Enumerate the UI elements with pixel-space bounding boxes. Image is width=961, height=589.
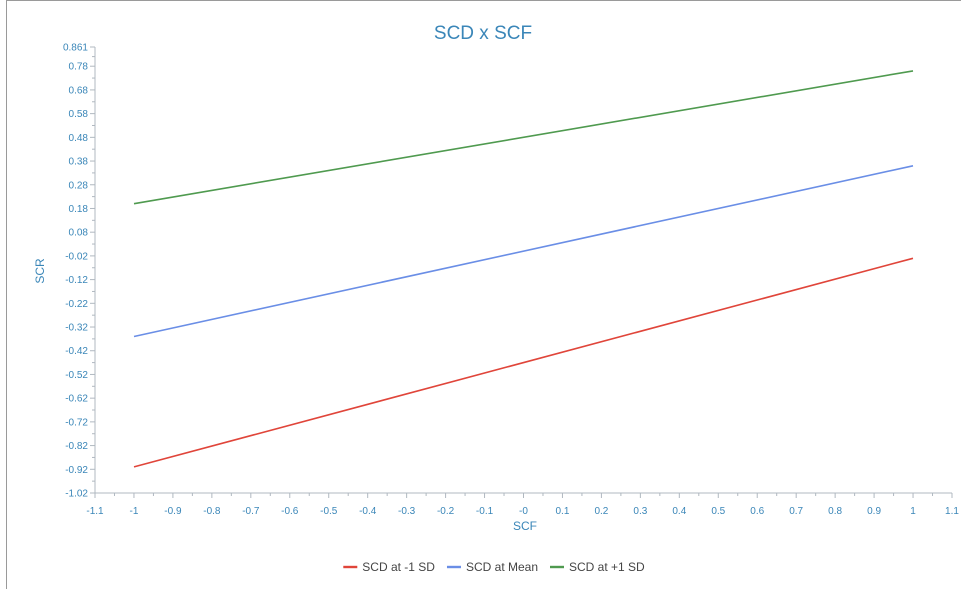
x-tick-label: 0.2 <box>594 506 608 517</box>
x-axis-title: SCF <box>513 519 537 533</box>
chart-title: SCD x SCF <box>434 23 532 44</box>
x-tick-label: -0.4 <box>359 506 377 517</box>
x-tick-label: 0.8 <box>828 506 842 517</box>
x-tick-label: 1 <box>910 506 916 517</box>
x-tick-label: -0.9 <box>164 506 182 517</box>
legend-item-label: SCD at Mean <box>466 560 538 574</box>
x-tick-label: -0.2 <box>437 506 455 517</box>
y-axis-title: SCR <box>33 258 47 284</box>
x-tick-label: 0.6 <box>750 506 764 517</box>
y-axis-ticks: 0.861 0.78 0.68 0.58 0.48 0.38 0.28 0.18 0.08 -0.… <box>63 43 95 500</box>
series-line-2 <box>133 70 914 205</box>
frame-border-left <box>6 0 7 589</box>
x-tick-label: -0.7 <box>242 506 260 517</box>
y-tick-label: -0.72 <box>65 417 88 428</box>
y-tick-label: -1.02 <box>65 489 88 500</box>
frame-border-top <box>6 0 961 1</box>
x-tick-label: -0.3 <box>398 506 416 517</box>
x-tick-label: 0.1 <box>556 506 570 517</box>
series-line-1 <box>133 165 914 338</box>
y-tick-label: -0.02 <box>65 251 88 262</box>
y-tick-label: 0.28 <box>69 180 89 191</box>
series-lines <box>133 70 914 468</box>
y-tick-label: 0.68 <box>69 85 89 96</box>
y-tick-label: -0.22 <box>65 299 88 310</box>
x-tick-label: -1 <box>130 506 139 517</box>
y-tick-label: -0.62 <box>65 394 88 405</box>
y-tick-label: -0.82 <box>65 441 88 452</box>
x-tick-label: 0.9 <box>867 506 881 517</box>
x-tick-label: 0.5 <box>711 506 725 517</box>
x-tick-label: 1.1 <box>945 506 959 517</box>
axes <box>94 47 952 494</box>
x-tick-label: -0.8 <box>203 506 221 517</box>
legend: SCD at -1 SD SCD at Mean SCD at +1 SD <box>343 560 645 574</box>
y-tick-label: 0.58 <box>69 109 89 120</box>
y-tick-label: 0.08 <box>69 228 89 239</box>
x-tick-label: -0 <box>519 506 528 517</box>
y-tick-label: 0.48 <box>69 133 89 144</box>
x-tick-label: -0.1 <box>476 506 494 517</box>
x-tick-label: -0.6 <box>281 506 299 517</box>
series-line-0 <box>133 257 914 468</box>
x-tick-label: -1.1 <box>86 506 104 517</box>
y-tick-label: -0.42 <box>65 346 88 357</box>
x-tick-label: 0.4 <box>672 506 686 517</box>
legend-item-label: SCD at +1 SD <box>569 560 645 574</box>
y-tick-label: 0.78 <box>69 62 89 73</box>
x-axis-ticks: -1.1 -1 -0.9 -0.8 -0.7 -0.6 -0.5 -0.4 -0.3 -0.2 -0… <box>86 493 959 517</box>
x-tick-label: 0.7 <box>789 506 803 517</box>
y-tick-label: 0.18 <box>69 204 89 215</box>
x-tick-label: 0.3 <box>633 506 647 517</box>
y-tick-label: -0.92 <box>65 465 88 476</box>
y-tick-label: 0.861 <box>63 43 88 54</box>
y-tick-label: -0.12 <box>65 275 88 286</box>
legend-item-label: SCD at -1 SD <box>362 560 435 574</box>
y-tick-label: -0.52 <box>65 370 88 381</box>
y-tick-label: -0.32 <box>65 323 88 334</box>
y-tick-label: 0.38 <box>69 157 89 168</box>
x-tick-label: -0.5 <box>320 506 338 517</box>
